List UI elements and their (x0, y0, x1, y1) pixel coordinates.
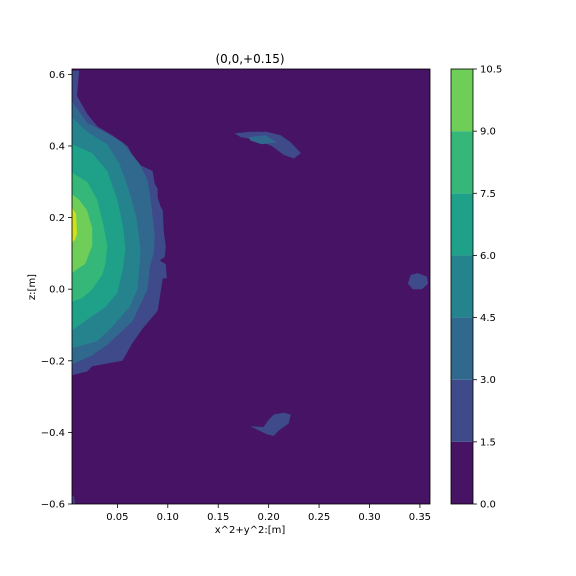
colorbar-tick-label: 7.5 (480, 189, 496, 200)
colorbar-segment (451, 317, 473, 380)
chart-title: (0,0,+0.15) (215, 52, 284, 66)
contour-region-level-1 (72, 495, 75, 504)
x-tick-label: 0.15 (207, 512, 229, 523)
y-tick-label: 0.0 (49, 285, 65, 296)
y-tick-label: −0.6 (41, 500, 65, 511)
x-tick-label: 0.10 (157, 512, 179, 523)
colorbar-tick-label: 0.0 (480, 500, 496, 511)
plot-frame (71, 68, 431, 505)
contour-region-level-6 (72, 194, 93, 274)
colorbar-segment (451, 131, 473, 194)
x-tick-label: 0.35 (409, 512, 431, 523)
y-tick-label: 0.2 (49, 213, 65, 224)
contour-region-level-1 (250, 412, 291, 436)
plot-area (71, 68, 431, 505)
y-tick-label: 0.4 (49, 141, 65, 152)
x-axis-label: x^2+y^2:[m] (215, 525, 286, 536)
colorbar: 0.0 1.5 3.0 4.5 6.0 7.5 9.0 10.5 (450, 65, 502, 511)
colorbar-segment (451, 379, 473, 442)
colorbar-tick-label: 4.5 (480, 313, 496, 324)
x-tick-label: 0.25 (308, 512, 330, 523)
colorbar-segment (451, 441, 473, 504)
colorbar-segment (451, 255, 473, 318)
y-tick-label: −0.4 (41, 428, 65, 439)
contour-region-level-2 (248, 135, 277, 145)
colorbar-segment (451, 69, 473, 132)
x-tick-label: 0.05 (106, 512, 128, 523)
y-tick-label: 0.6 (49, 70, 65, 81)
contour-region-level-1 (407, 273, 428, 290)
y-tick-label: −0.2 (41, 356, 65, 367)
x-axis: 0.05 0.10 0.15 0.20 0.25 0.30 0.35 (106, 504, 431, 523)
y-axis: −0.6 −0.4 −0.2 0.0 0.2 0.4 0.6 (41, 70, 72, 511)
colorbar-tick-label: 10.5 (480, 65, 502, 76)
colorbar-tick-label: 3.0 (480, 375, 496, 386)
contour-region-level-7 (72, 207, 77, 243)
colorbar-frame (450, 68, 474, 505)
y-axis-label: z:[m] (27, 274, 38, 300)
colorbar-tick-label: 6.0 (480, 251, 496, 262)
colorbar-segment (451, 193, 473, 256)
x-tick-label: 0.20 (258, 512, 280, 523)
colorbar-tick-label: 9.0 (480, 127, 496, 138)
colorbar-tick-label: 1.5 (480, 437, 496, 448)
x-tick-label: 0.30 (358, 512, 380, 523)
